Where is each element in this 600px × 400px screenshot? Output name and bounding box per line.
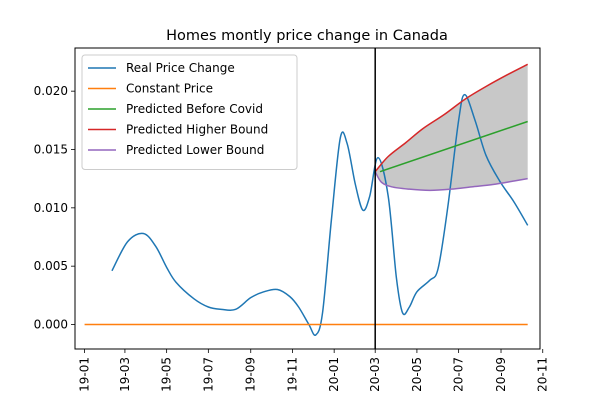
- x-axis: 19-01 19-03 19-05 19-07 19-09 19-11 20-01 20-03…: [78, 349, 550, 392]
- x-tick-label: 19-01: [78, 357, 92, 392]
- series-line-3: [379, 120, 528, 173]
- x-tick-label: 19-05: [160, 357, 174, 392]
- x-tick-label: 20-07: [452, 357, 466, 392]
- y-tick-label: 0.015: [34, 143, 68, 157]
- legend-label: Predicted Higher Bound: [126, 123, 268, 137]
- prediction-band: [375, 64, 528, 191]
- y-tick-label: 0.010: [34, 201, 68, 215]
- x-tick-label: 20-01: [327, 357, 341, 392]
- legend-label: Predicted Before Covid: [126, 102, 263, 116]
- x-tick-label: 19-07: [201, 357, 215, 392]
- y-axis: 0.000 0.005 0.010 0.015 0.020: [34, 84, 75, 332]
- chart-title: Homes montly price change in Canada: [166, 28, 448, 44]
- legend-label: Constant Price: [126, 82, 213, 96]
- plot-frame: [74, 47, 541, 350]
- legend-box: [81, 54, 298, 170]
- legend: Real Price Change Constant Price Predicted…: [81, 54, 298, 170]
- x-tick-label: 20-11: [536, 357, 550, 392]
- x-tick-label: 20-09: [494, 357, 508, 392]
- x-tick-label: 19-03: [118, 357, 132, 392]
- y-tick-label: 0.000: [34, 318, 68, 332]
- x-tick-label: 19-09: [244, 357, 258, 392]
- y-tick-label: 0.020: [34, 84, 68, 98]
- y-tick-label: 0.005: [34, 259, 68, 273]
- series-line-5: [374, 171, 528, 192]
- x-tick-label: 19-11: [285, 357, 299, 392]
- x-tick-label: 20-05: [410, 357, 424, 392]
- plot-marks: [84, 63, 529, 337]
- x-tick-label: 20-03: [368, 357, 382, 392]
- plot-area: [84, 48, 529, 349]
- series-line-1: [111, 93, 529, 337]
- legend-label: Real Price Change: [126, 61, 235, 75]
- series-line-4: [374, 63, 529, 173]
- legend-label: Predicted Lower Bound: [126, 143, 264, 157]
